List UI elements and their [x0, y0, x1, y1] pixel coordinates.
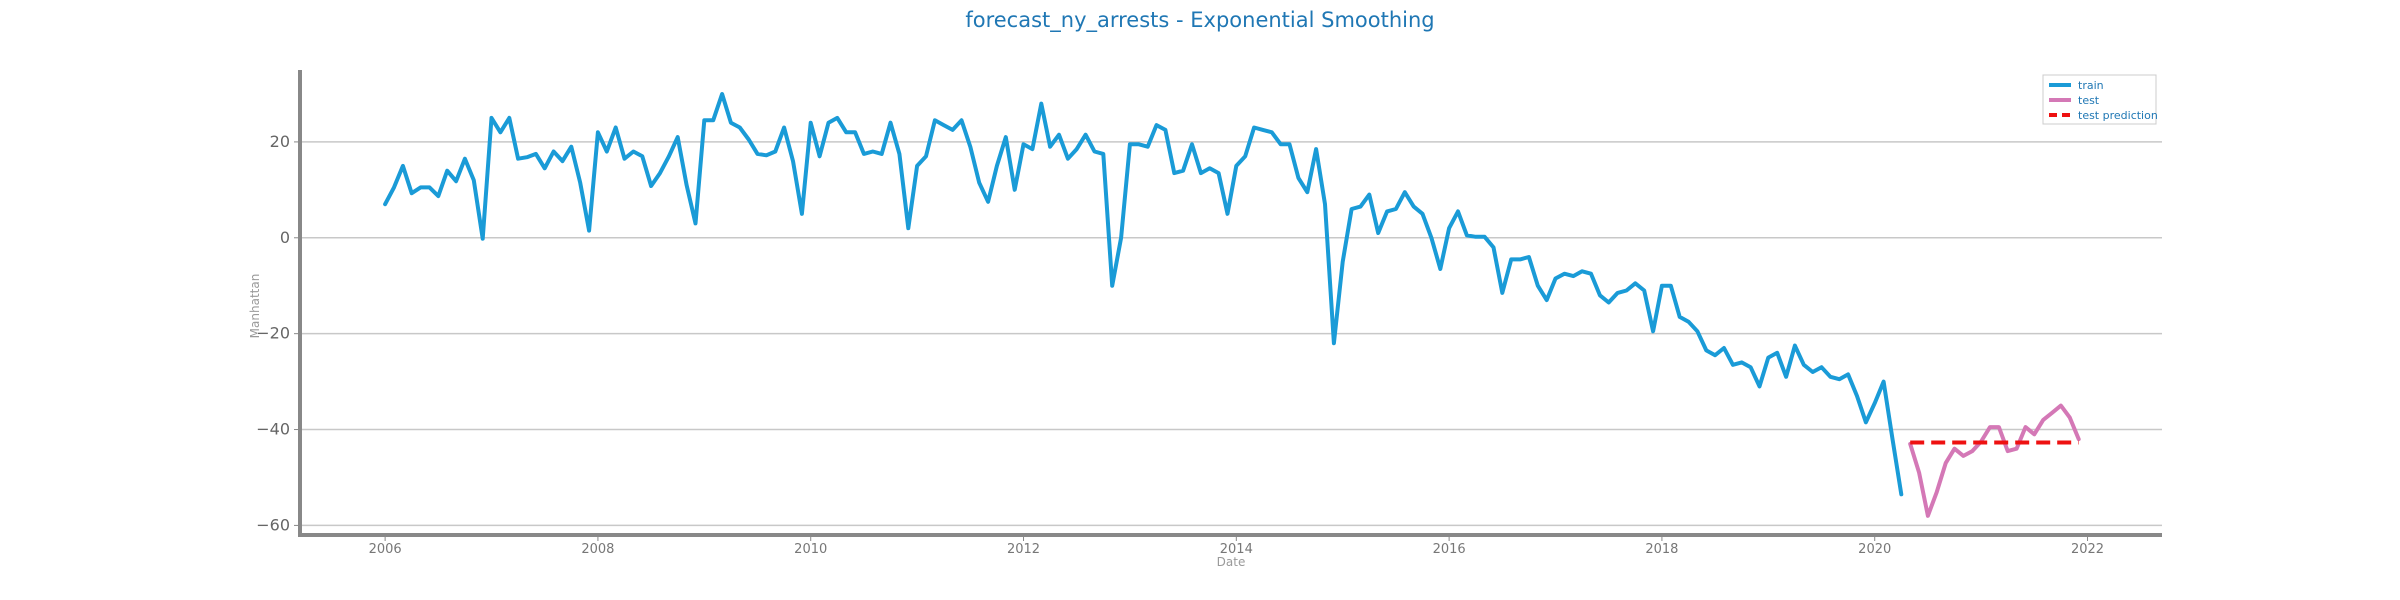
x-axis-label: Date [1217, 555, 1246, 569]
chart-title: forecast_ny_arrests - Exponential Smooth… [965, 8, 1434, 33]
y-axis-label: Manhattan [248, 274, 262, 339]
y-tick-label: 20 [270, 132, 290, 151]
x-tick-label: 2008 [581, 542, 614, 557]
x-tick-label: 2016 [1433, 542, 1466, 557]
legend-label: test [2078, 94, 2100, 107]
series-line-train [383, 92, 1904, 497]
y-tick-label: −20 [256, 324, 290, 343]
y-tick-label: −60 [256, 515, 290, 534]
y-axis-ticks: −60 −40 −20 0 20 [256, 132, 300, 534]
y-tick-label: −40 [256, 420, 290, 439]
x-tick-label: 2020 [1858, 542, 1891, 557]
x-tick-label: 2006 [369, 542, 402, 557]
legend: train test test prediction [2042, 74, 2158, 125]
x-tick-label: 2018 [1645, 542, 1678, 557]
y-tick-label: 0 [280, 228, 290, 247]
x-tick-label: 2014 [1220, 542, 1253, 557]
x-tick-label: 2012 [1007, 542, 1040, 557]
x-axis-ticks: 2006 2008 2010 2012 2014 2016 2018 2020 2022 [369, 535, 2104, 557]
x-tick-label: 2010 [794, 542, 827, 557]
x-tick-label: 2022 [2071, 542, 2104, 557]
series-line-test [1908, 403, 2081, 518]
legend-label: train [2078, 79, 2104, 92]
legend-label: test prediction [2078, 109, 2158, 122]
plot-series [383, 92, 2081, 518]
